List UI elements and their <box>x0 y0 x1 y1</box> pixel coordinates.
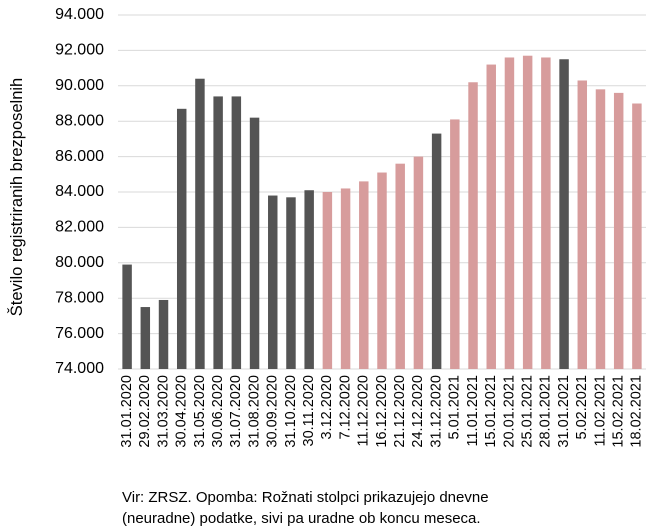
x-tick-label: 31.10.2020 <box>283 375 299 448</box>
bar-daily <box>613 92 624 369</box>
bar-chart: 74.000 76.000 78.000 80.000 82.000 84.000 86.0… <box>7 6 646 448</box>
y-tick-label: 76.000 <box>55 325 104 342</box>
x-tick-label: 15.01.2021 <box>483 375 499 448</box>
bar-monthly <box>249 117 260 369</box>
x-tick-label: 31.07.2020 <box>228 375 244 448</box>
bar-daily <box>595 89 606 369</box>
x-tick-label: 18.02.2021 <box>629 375 645 448</box>
bar-monthly <box>158 299 169 369</box>
y-tick-label: 94.000 <box>55 6 104 23</box>
x-tick-label: 11.02.2021 <box>592 375 608 447</box>
x-tick-label: 11.12.2020 <box>356 375 372 447</box>
bar-monthly <box>286 197 296 369</box>
x-tick-label: 31.12.2020 <box>428 375 444 448</box>
x-tick-label: 31.03.2020 <box>155 375 171 448</box>
source-note-line-2: (neuradne) podatke, sivi pa uradne ob ko… <box>122 510 481 527</box>
bar-monthly <box>268 195 278 369</box>
x-tick-label: 28.01.2021 <box>538 375 554 448</box>
bar-monthly <box>213 96 223 370</box>
bar-daily <box>541 57 551 369</box>
bar-monthly <box>195 78 205 369</box>
bar-daily <box>450 119 460 370</box>
bar-monthly <box>431 133 442 369</box>
y-tick-label: 92.000 <box>55 42 104 59</box>
x-tick-label: 31.08.2020 <box>246 375 262 448</box>
bar-daily <box>359 181 369 369</box>
y-tick-label: 82.000 <box>55 219 104 236</box>
x-tick-label: 11.01.2021 <box>465 375 481 447</box>
bar-daily <box>522 55 533 370</box>
source-note: Vir: ZRSZ. Opomba: Rožnati stolpci prika… <box>122 487 642 529</box>
x-tick-label: 15.02.2021 <box>611 375 627 448</box>
x-tick-label: 30.09.2020 <box>265 375 281 448</box>
x-tick-label: 16.12.2020 <box>374 375 390 448</box>
bar-daily <box>504 57 515 369</box>
x-tick-label: 30.04.2020 <box>174 375 190 448</box>
bar-daily <box>577 80 588 370</box>
x-tick-label: 5.02.2021 <box>574 375 590 440</box>
y-tick-label: 90.000 <box>55 77 104 94</box>
x-tick-label: 29.02.2020 <box>137 375 153 448</box>
bar-monthly <box>176 108 187 369</box>
y-axis-ticks: 74.000 76.000 78.000 80.000 82.000 84.000 86.0… <box>55 6 104 377</box>
bar-daily <box>322 192 333 369</box>
bar-monthly <box>559 59 569 369</box>
bar-monthly <box>304 190 314 369</box>
bar-monthly <box>122 264 132 369</box>
bar-daily <box>468 82 478 369</box>
x-tick-label: 31.01.2021 <box>556 375 572 448</box>
bars <box>122 55 642 370</box>
x-tick-label: 20.01.2021 <box>501 375 517 448</box>
x-tick-label: 30.11.2020 <box>301 375 317 447</box>
bar-daily <box>632 103 642 369</box>
bar-daily <box>340 188 351 369</box>
bar-daily <box>395 163 405 369</box>
x-tick-label: 21.12.2020 <box>392 375 408 448</box>
x-axis-ticks: 31.01.2020 29.02.2020 31.03.2020 30.04.2020… <box>119 375 645 448</box>
bar-monthly <box>140 307 151 369</box>
source-note-line-1: Vir: ZRSZ. Opomba: Rožnati stolpci prika… <box>122 489 489 506</box>
y-tick-label: 74.000 <box>55 360 104 377</box>
x-tick-label: 7.12.2020 <box>337 375 353 440</box>
bar-daily <box>377 172 387 369</box>
bar-daily <box>486 64 496 369</box>
x-tick-label: 5.01.2021 <box>447 375 463 440</box>
x-tick-label: 30.06.2020 <box>210 375 226 448</box>
y-tick-label: 78.000 <box>55 289 104 306</box>
y-tick-label: 88.000 <box>55 112 104 129</box>
x-tick-label: 24.12.2020 <box>410 375 426 448</box>
bar-daily <box>413 156 424 369</box>
y-tick-label: 84.000 <box>55 183 104 200</box>
x-tick-label: 31.05.2020 <box>192 375 208 448</box>
y-tick-label: 86.000 <box>55 148 104 165</box>
y-axis-label: Število registriranih brezposelnih <box>7 78 26 316</box>
y-tick-label: 80.000 <box>55 254 104 271</box>
x-tick-label: 31.01.2020 <box>119 375 135 448</box>
x-tick-label: 3.12.2020 <box>319 375 335 440</box>
bar-monthly <box>231 96 242 370</box>
x-tick-label: 25.01.2021 <box>519 375 535 448</box>
